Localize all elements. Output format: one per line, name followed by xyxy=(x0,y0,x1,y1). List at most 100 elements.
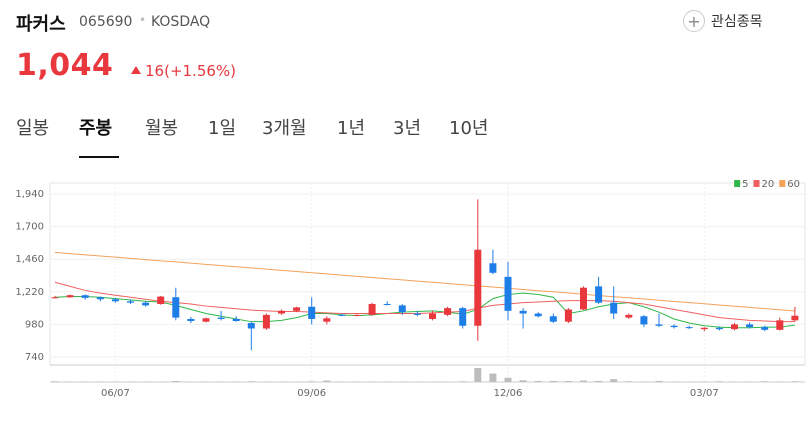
volume-bar xyxy=(247,381,255,382)
candle-body xyxy=(610,302,618,314)
x-tick-label: 03/07 xyxy=(690,388,719,399)
candle-body xyxy=(51,297,59,299)
candle-body xyxy=(429,313,436,319)
volume-bar xyxy=(564,380,572,382)
volume-bar xyxy=(625,381,633,382)
plot-frame xyxy=(49,182,806,366)
candle-body xyxy=(504,276,512,311)
legend-label: 20 xyxy=(762,179,775,190)
volume-bar xyxy=(474,368,482,382)
period-tab[interactable]: 1년 xyxy=(337,118,366,139)
candle-body xyxy=(595,286,603,303)
legend-label: 5 xyxy=(742,179,748,190)
candle-body xyxy=(715,327,723,330)
y-tick-label: 740 xyxy=(25,352,44,363)
period-tab[interactable]: 1일 xyxy=(208,118,237,139)
up-arrow xyxy=(131,66,141,74)
volume-bar xyxy=(715,381,723,382)
candle-body xyxy=(338,314,346,316)
period-tab[interactable]: 10년 xyxy=(449,118,489,139)
candle-body xyxy=(519,310,527,314)
candle-body xyxy=(202,318,210,322)
candle-body xyxy=(761,327,769,330)
candle-body xyxy=(564,309,572,322)
candle-body xyxy=(398,305,406,313)
volume-bar xyxy=(489,373,497,382)
candle-body xyxy=(776,320,784,330)
x-tick-label: 09/06 xyxy=(297,388,326,399)
candle-body xyxy=(66,295,74,298)
market: KOSDAQ xyxy=(151,14,211,30)
candle-body xyxy=(172,297,180,318)
y-tick-label: 1,220 xyxy=(15,287,44,298)
price-change: 16(+1.56%) xyxy=(145,62,237,80)
candle-body xyxy=(217,317,225,319)
candle-body xyxy=(746,324,754,328)
y-tick-label: 1,940 xyxy=(15,189,44,200)
candle-body xyxy=(368,304,376,315)
candle-body xyxy=(81,295,89,298)
volume-bar xyxy=(791,381,799,382)
candle-body xyxy=(700,327,708,330)
candle-body xyxy=(670,325,678,328)
legend-swatch xyxy=(753,180,760,187)
period-tab[interactable]: 3년 xyxy=(393,118,422,139)
volume-bar xyxy=(172,380,180,382)
candle-body xyxy=(474,249,482,326)
favorite-label: 관심종목 xyxy=(711,14,763,30)
candle-body xyxy=(308,306,316,319)
period-tab[interactable]: 일봉 xyxy=(16,118,50,139)
candle-body xyxy=(383,304,391,306)
period-tab[interactable]: 3개월 xyxy=(262,118,307,139)
candle-body xyxy=(625,314,633,318)
candle-body xyxy=(262,314,270,329)
legend-swatch xyxy=(734,180,741,187)
candle-body xyxy=(232,318,240,322)
y-tick-label: 1,700 xyxy=(15,222,44,233)
candle-body xyxy=(685,327,693,329)
volume-bar xyxy=(761,381,769,382)
candle-body xyxy=(413,313,421,315)
candle-body xyxy=(96,297,104,300)
volume-bar xyxy=(610,379,618,382)
volume-bar xyxy=(308,381,316,382)
candle-body xyxy=(353,314,361,316)
favorite-button[interactable]: + 관심종목 xyxy=(683,10,763,32)
candle-body xyxy=(444,308,452,315)
volume-bar xyxy=(655,380,663,382)
candle-body xyxy=(580,287,587,310)
x-tick-label: 12/06 xyxy=(494,388,523,399)
moving-average xyxy=(54,292,795,329)
volume-bar xyxy=(580,380,587,382)
legend-swatch xyxy=(779,180,786,187)
candle-body xyxy=(655,324,663,326)
candle-body xyxy=(111,299,119,302)
candle-body xyxy=(640,316,648,325)
legend-label: 60 xyxy=(787,179,800,190)
volume-bar xyxy=(504,377,512,382)
candle-body xyxy=(534,313,542,317)
tab-underline xyxy=(79,156,119,158)
volume-bar xyxy=(519,380,527,382)
y-tick-label: 980 xyxy=(25,319,44,330)
y-tick-label: 1,460 xyxy=(15,254,44,265)
candle-body xyxy=(278,310,285,314)
candle-body xyxy=(142,302,150,306)
period-tab[interactable]: 월봉 xyxy=(145,118,179,139)
volume-bar xyxy=(595,380,603,382)
x-tick-label: 06/07 xyxy=(101,388,130,399)
volume-bar xyxy=(51,381,59,382)
candle-body xyxy=(323,318,331,322)
candle-body xyxy=(489,263,497,273)
candle-body xyxy=(157,296,165,305)
stock-code: 065690 xyxy=(79,14,133,30)
candle-body xyxy=(187,318,195,322)
period-tab[interactable]: 주봉 xyxy=(79,118,113,139)
candle-body xyxy=(127,301,134,303)
volume-bar xyxy=(459,381,467,382)
stock-name: 파커스 xyxy=(16,14,66,35)
candle-body xyxy=(459,308,467,326)
candle-body xyxy=(549,316,557,322)
